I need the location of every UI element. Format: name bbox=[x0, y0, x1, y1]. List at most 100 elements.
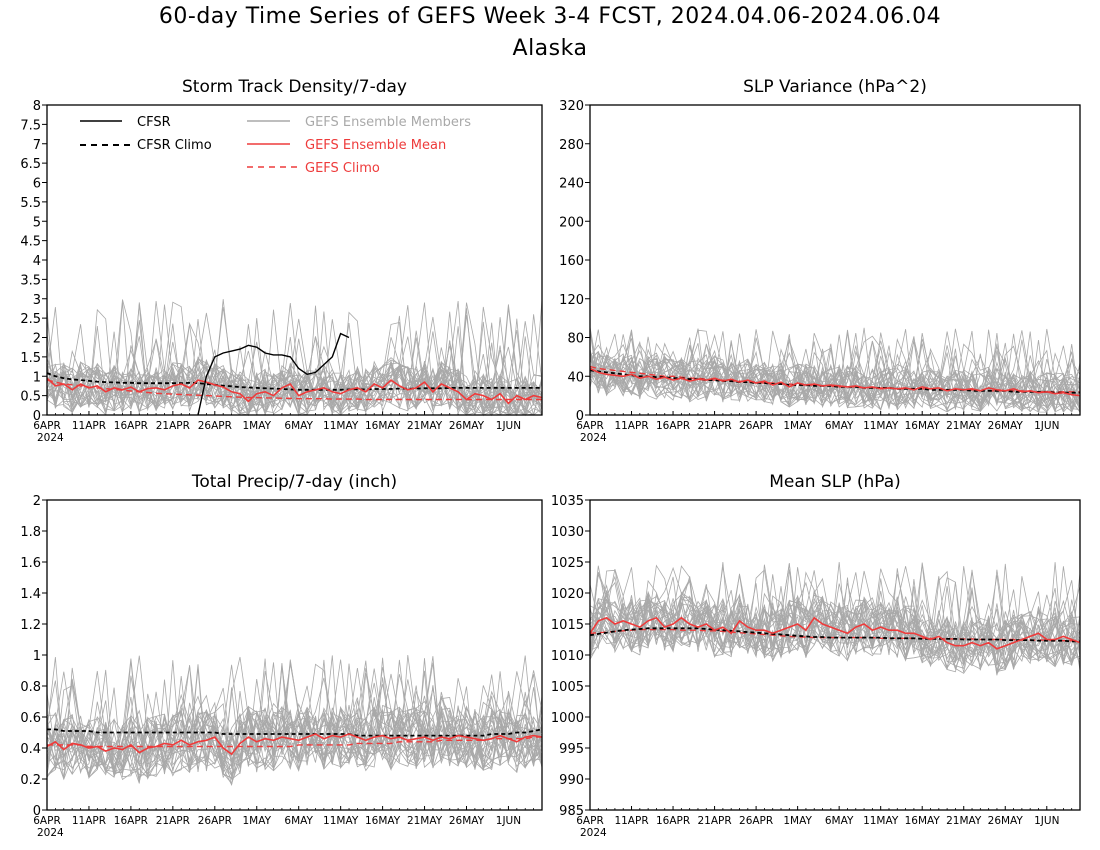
legend-cfsr-label: CFSR bbox=[137, 115, 171, 130]
x-tick-label: 16MAY bbox=[365, 815, 401, 827]
y-tick-label: 1035 bbox=[551, 494, 584, 509]
y-tick-label: 1.5 bbox=[20, 351, 41, 366]
y-tick-label: 160 bbox=[559, 254, 584, 269]
y-tick-label: 0.2 bbox=[20, 773, 41, 788]
y-tick-label: 1 bbox=[33, 649, 41, 664]
ensemble-member-line bbox=[46, 664, 543, 779]
x-tick-label: 6APR bbox=[576, 420, 604, 432]
cfsr-climo-line bbox=[589, 369, 1080, 394]
ensemble-mean-line bbox=[46, 733, 543, 756]
ensemble-member-line bbox=[589, 567, 1081, 671]
panel-title: Total Precip/7-day (inch) bbox=[191, 472, 397, 492]
panel-frame bbox=[46, 104, 543, 416]
ensemble-member-line bbox=[589, 342, 1081, 413]
x-tick-label: 16APR bbox=[656, 815, 690, 827]
x-tick-label: 1JUN bbox=[1034, 815, 1059, 827]
ensemble-member-line bbox=[46, 660, 543, 776]
y-tick-label: 240 bbox=[559, 177, 584, 192]
y-tick-label: 200 bbox=[559, 215, 584, 230]
x-tick-label: 11MAY bbox=[863, 420, 899, 432]
y-tick-label: 2.5 bbox=[20, 312, 41, 327]
y-tick-label: 0 bbox=[576, 409, 584, 424]
y-tick-label: 995 bbox=[559, 742, 584, 757]
ensemble-member-line bbox=[589, 568, 1081, 668]
ensemble-member-line bbox=[589, 577, 1081, 664]
panel-frame bbox=[46, 499, 543, 811]
y-tick-label: 1015 bbox=[551, 618, 584, 633]
x-tick-label: 26APR bbox=[739, 420, 773, 432]
x-tick-label: 11MAY bbox=[323, 420, 359, 432]
ensemble-member-line bbox=[46, 302, 543, 416]
ensemble-member-line bbox=[46, 304, 543, 416]
x-tick-label: 21APR bbox=[156, 420, 190, 432]
y-tick-label: 1.6 bbox=[20, 556, 41, 571]
ensemble-member-line bbox=[589, 587, 1081, 670]
ensemble-member-line bbox=[589, 340, 1081, 413]
x-tick-label: 16MAY bbox=[905, 420, 941, 432]
x-tick-label: 11APR bbox=[614, 420, 648, 432]
ensemble-member-line bbox=[589, 577, 1081, 674]
x-tick-label: 21APR bbox=[697, 420, 731, 432]
y-tick-label: 320 bbox=[559, 99, 584, 114]
y-tick-label: 7.5 bbox=[20, 118, 41, 133]
y-tick-label: 1030 bbox=[551, 525, 584, 540]
ensemble-member-line bbox=[46, 663, 543, 775]
panel-frame bbox=[589, 499, 1081, 811]
x-tick-label: 11MAY bbox=[323, 815, 359, 827]
x-tick-label: 6APR bbox=[576, 815, 604, 827]
ensemble-member-line bbox=[589, 564, 1081, 669]
cfsr-climo-line bbox=[589, 627, 1080, 643]
ensemble-mean-line bbox=[589, 616, 1081, 650]
y-tick-label: 5.5 bbox=[20, 196, 41, 211]
x-tick-label: 6APR bbox=[33, 420, 61, 432]
legend-cfsr-climo-label: CFSR Climo bbox=[137, 138, 212, 153]
x-tick-label: 1JUN bbox=[1034, 420, 1059, 432]
ensemble-member-line bbox=[589, 566, 1081, 666]
ensemble-member-line bbox=[589, 565, 1081, 676]
y-tick-label: 1005 bbox=[551, 680, 584, 695]
y-tick-label: 5 bbox=[33, 215, 41, 230]
x-tick-label: 26MAY bbox=[449, 420, 485, 432]
y-tick-label: 0 bbox=[33, 804, 41, 819]
ensemble-member-line bbox=[589, 334, 1081, 412]
y-tick-label: 4 bbox=[33, 254, 41, 269]
panel-title: SLP Variance (hPa^2) bbox=[743, 77, 927, 97]
y-tick-label: 3 bbox=[33, 293, 41, 308]
x-tick-label: 26APR bbox=[739, 815, 773, 827]
x-tick-label: 26MAY bbox=[988, 815, 1024, 827]
x-tick-label: 26MAY bbox=[988, 420, 1024, 432]
y-tick-label: 1.8 bbox=[20, 525, 41, 540]
gefs-climo-line bbox=[589, 365, 1080, 393]
ensemble-member-line bbox=[46, 299, 543, 416]
x-tick-label: 1JUN bbox=[496, 420, 521, 432]
x-tick-label: 1MAY bbox=[242, 815, 271, 827]
y-tick-label: 3.5 bbox=[20, 273, 41, 288]
x-tick-label: 16MAY bbox=[365, 420, 401, 432]
x-tick-label: 6MAY bbox=[825, 420, 854, 432]
x-year-label: 2024 bbox=[37, 432, 64, 444]
x-tick-label: 11APR bbox=[72, 815, 106, 827]
ensemble-member-line bbox=[46, 655, 543, 776]
x-tick-label: 1MAY bbox=[783, 815, 812, 827]
y-tick-label: 80 bbox=[567, 332, 584, 347]
x-tick-label: 21MAY bbox=[946, 815, 982, 827]
x-tick-label: 6APR bbox=[33, 815, 61, 827]
x-tick-label: 16APR bbox=[114, 420, 148, 432]
y-tick-label: 6 bbox=[33, 177, 41, 192]
y-tick-label: 280 bbox=[559, 138, 584, 153]
ensemble-member-line bbox=[46, 316, 543, 416]
ensemble-member-line bbox=[589, 334, 1081, 414]
y-tick-label: 0.8 bbox=[20, 680, 41, 695]
y-tick-label: 1010 bbox=[551, 649, 584, 664]
y-tick-label: 2 bbox=[33, 332, 41, 347]
ensemble-member-line bbox=[46, 668, 543, 780]
panel-title: Mean SLP (hPa) bbox=[769, 472, 901, 492]
x-tick-label: 11MAY bbox=[863, 815, 899, 827]
y-tick-label: 1.2 bbox=[20, 618, 41, 633]
ensemble-member-line bbox=[589, 574, 1081, 667]
y-tick-label: 6.5 bbox=[20, 157, 41, 172]
panel-frame bbox=[589, 104, 1081, 416]
y-tick-label: 1000 bbox=[551, 711, 584, 726]
ensemble-member-line bbox=[46, 697, 543, 777]
